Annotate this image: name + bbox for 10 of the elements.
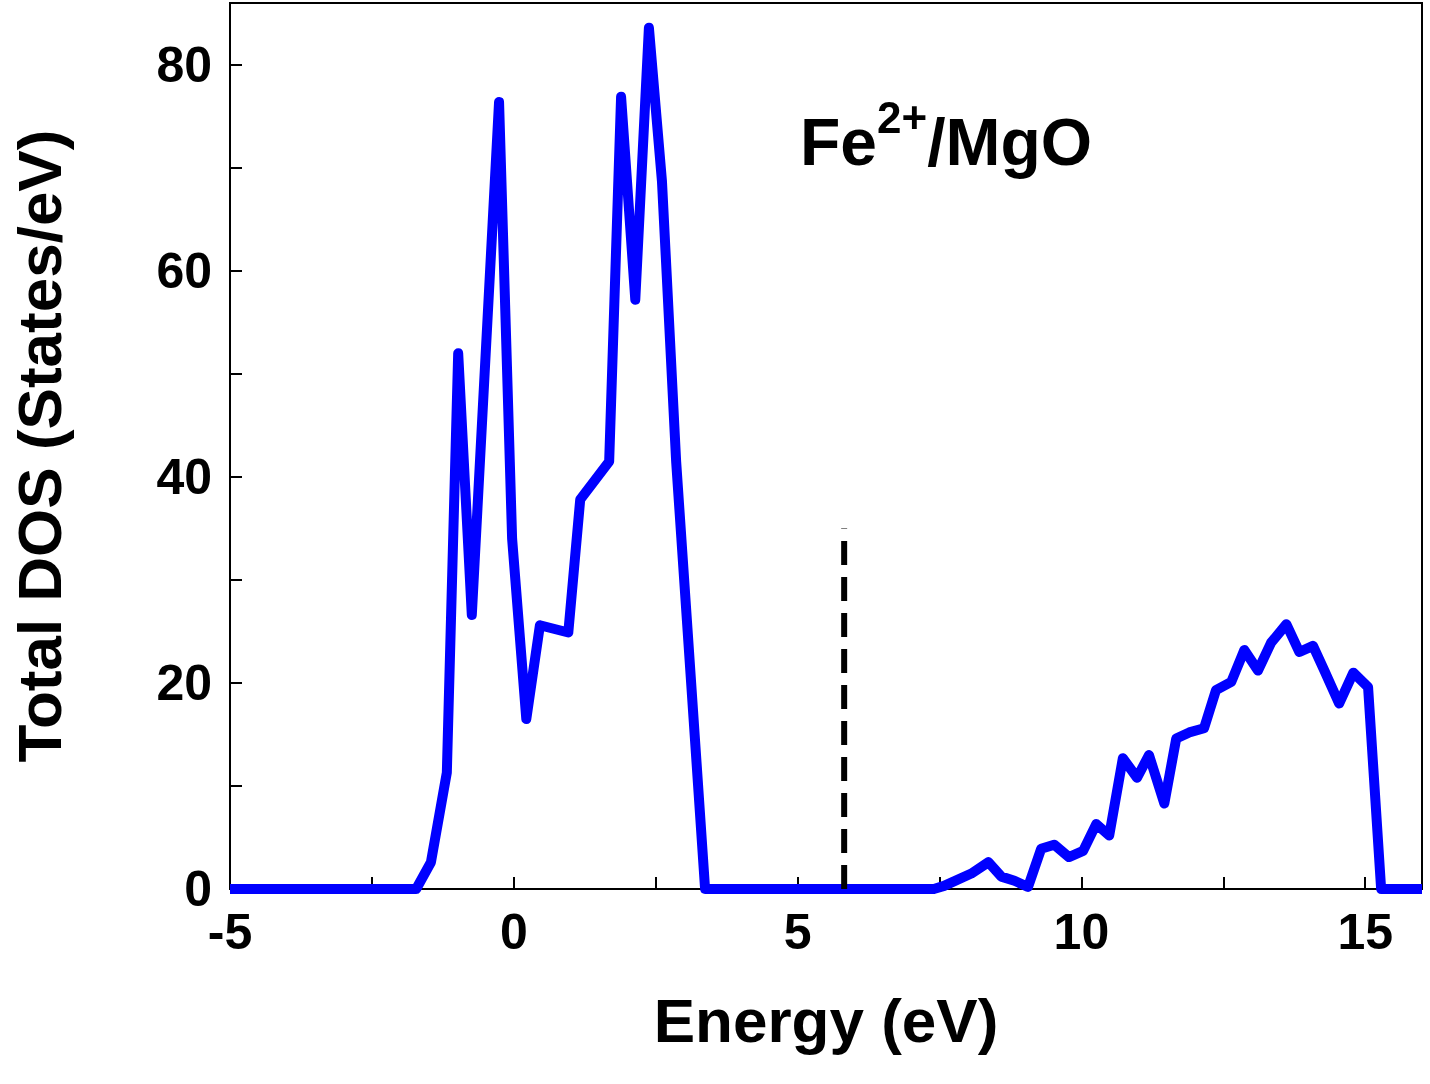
y-tick-label: 40 xyxy=(156,448,212,505)
x-tick-label: 15 xyxy=(1337,904,1394,960)
y-tick-label: 60 xyxy=(156,242,212,299)
x-tick-label: 0 xyxy=(499,904,528,960)
x-tick-label: 10 xyxy=(1053,904,1110,960)
y-tick-label: 20 xyxy=(156,654,212,711)
y-tick-label: 80 xyxy=(156,36,212,93)
x-axis-title: Energy (eV) xyxy=(653,985,999,1055)
y-axis-title: Total DOS (States/eV) xyxy=(4,129,74,763)
x-tick-label: 5 xyxy=(783,904,812,960)
